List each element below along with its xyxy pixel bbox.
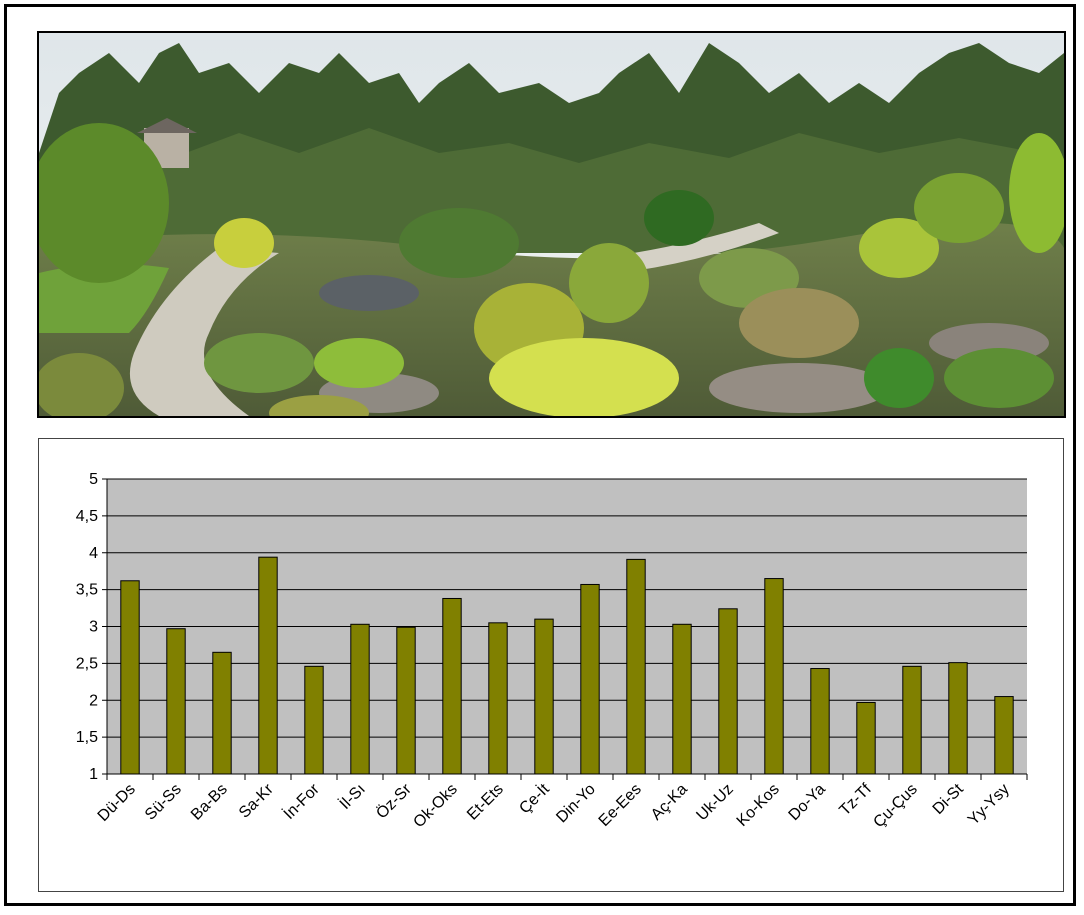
x-tick-label: Et-Ets bbox=[464, 781, 507, 824]
bar-9 bbox=[488, 622, 508, 775]
x-tick-label: Ee-Ees bbox=[596, 781, 645, 830]
garden-illustration bbox=[39, 33, 1064, 416]
axes bbox=[102, 478, 1028, 780]
bar-1 bbox=[120, 580, 140, 775]
y-tick-label: 3 bbox=[89, 619, 98, 636]
x-tick-label: Do-Ya bbox=[786, 781, 829, 824]
bar-20 bbox=[994, 696, 1014, 775]
x-tick-label: İl-Sı bbox=[335, 779, 369, 813]
x-tick-label: Yy-Ysy bbox=[965, 781, 1013, 829]
bar-12 bbox=[626, 558, 646, 775]
bar-4 bbox=[258, 556, 278, 775]
bar-10 bbox=[534, 618, 554, 775]
bar-15 bbox=[764, 578, 784, 775]
y-tick-labels: 1 1,5 2 2,5 3 3,5 4 4,5 5 bbox=[76, 471, 98, 783]
y-tick-label: 3,5 bbox=[76, 582, 98, 599]
x-tick-label: Sü-Ss bbox=[142, 781, 185, 824]
x-tick-label: Ba-Bs bbox=[188, 781, 231, 824]
x-tick-label: Uk-Uz bbox=[693, 781, 736, 824]
y-tick-label: 5 bbox=[89, 471, 98, 488]
y-tick-label: 2 bbox=[89, 692, 98, 709]
x-tick-label: Çe-İt bbox=[515, 779, 553, 817]
x-tick-label: İn-For bbox=[279, 779, 323, 823]
bar-19 bbox=[948, 662, 968, 775]
x-tick-label: Ok-Oks bbox=[410, 781, 460, 831]
bar-11 bbox=[580, 583, 600, 775]
bar-5 bbox=[304, 665, 324, 775]
bar-14 bbox=[718, 608, 738, 775]
rock-garden-photo bbox=[37, 31, 1066, 418]
bar-chart: 1 1,5 2 2,5 3 3,5 4 4,5 5 Dü-Ds Sü-Ss Ba-Bs Sa-Kr İn… bbox=[76, 471, 1028, 831]
bar-3 bbox=[212, 651, 232, 775]
y-tick-label: 4 bbox=[89, 545, 98, 562]
bar-7 bbox=[396, 626, 416, 775]
bar-6 bbox=[350, 623, 370, 775]
x-tick-label: Aç-Ka bbox=[648, 781, 691, 824]
bar-8 bbox=[442, 597, 462, 775]
x-tick-label: Tz-Tf bbox=[836, 780, 875, 819]
x-tick-label: Din-Yo bbox=[553, 781, 599, 827]
chart-panel: 1 1,5 2 2,5 3 3,5 4 4,5 5 Dü-Ds Sü-Ss Ba-Bs Sa-Kr İn… bbox=[38, 438, 1064, 892]
x-tick-label: Ko-Kos bbox=[734, 781, 783, 830]
bar-13 bbox=[672, 623, 692, 775]
y-tick-label: 2,5 bbox=[76, 655, 98, 672]
x-tick-label: Dü-Ds bbox=[95, 781, 139, 825]
x-tick-label: Çu-Çus bbox=[870, 781, 920, 831]
bar-17 bbox=[856, 701, 876, 775]
x-tick-label: Di-St bbox=[930, 780, 968, 818]
x-tick-label: Öz-Sr bbox=[373, 780, 416, 823]
bar-16 bbox=[810, 668, 830, 775]
x-tick-label: Sa-Kr bbox=[236, 780, 277, 821]
y-tick-label: 1 bbox=[89, 766, 98, 783]
page-frame: 1 1,5 2 2,5 3 3,5 4 4,5 5 Dü-Ds Sü-Ss Ba-Bs Sa-Kr İn… bbox=[4, 4, 1076, 906]
y-tick-label: 1,5 bbox=[76, 729, 98, 746]
bar-2 bbox=[166, 628, 186, 775]
bar-18 bbox=[902, 665, 922, 775]
y-tick-label: 4,5 bbox=[76, 508, 98, 525]
bars bbox=[120, 556, 1014, 775]
x-tick-labels: Dü-Ds Sü-Ss Ba-Bs Sa-Kr İn-For İl-Sı Öz-SrOk-O… bbox=[95, 779, 1013, 831]
